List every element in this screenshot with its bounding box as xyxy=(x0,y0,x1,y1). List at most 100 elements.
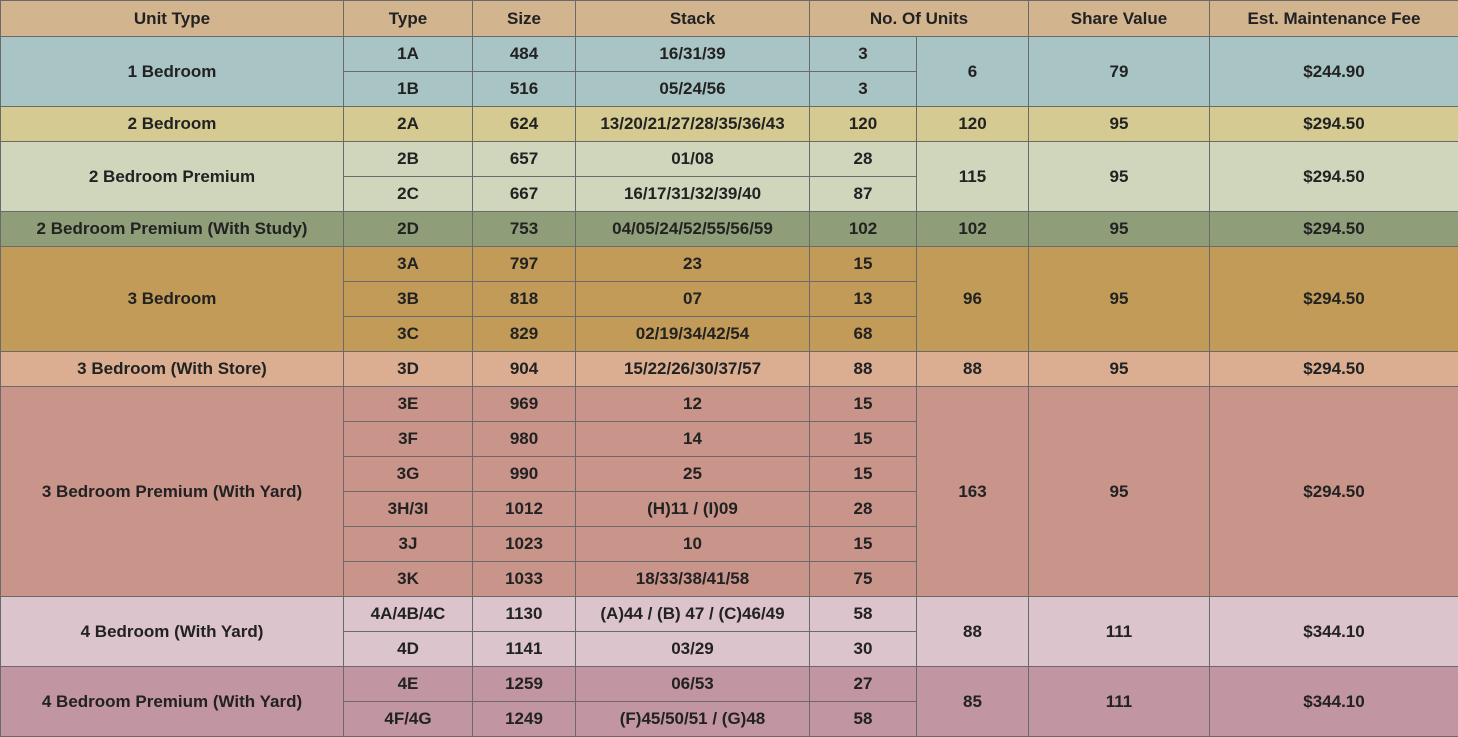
header-cell: Stack xyxy=(575,0,810,37)
stack-cell: (H)11 / (I)09 xyxy=(575,491,810,527)
size-cell: 624 xyxy=(472,106,576,142)
header-cell: Type xyxy=(343,0,473,37)
type-cell: 4D xyxy=(343,631,473,667)
total-units-cell: 115 xyxy=(916,141,1029,212)
stack-cell: 14 xyxy=(575,421,810,457)
fee-cell: $294.50 xyxy=(1209,386,1458,597)
type-cell: 4E xyxy=(343,666,473,702)
units-cell: 58 xyxy=(809,596,917,632)
stack-cell: 16/17/31/32/39/40 xyxy=(575,176,810,212)
size-cell: 1249 xyxy=(472,701,576,737)
share-value-cell: 95 xyxy=(1028,246,1210,352)
header-cell: Size xyxy=(472,0,576,37)
size-cell: 1259 xyxy=(472,666,576,702)
stack-cell: 23 xyxy=(575,246,810,282)
size-cell: 969 xyxy=(472,386,576,422)
unit-type-cell: 2 Bedroom Premium (With Study) xyxy=(0,211,344,247)
units-cell: 68 xyxy=(809,316,917,352)
size-cell: 797 xyxy=(472,246,576,282)
stack-cell: 04/05/24/52/55/56/59 xyxy=(575,211,810,247)
fee-cell: $244.90 xyxy=(1209,36,1458,107)
fee-cell: $344.10 xyxy=(1209,596,1458,667)
units-cell: 58 xyxy=(809,701,917,737)
table-row: 2 Bedroom 2A 624 13/20/21/27/28/35/36/43 120… xyxy=(0,106,1458,142)
stack-cell: 02/19/34/42/54 xyxy=(575,316,810,352)
unit-type-cell: 2 Bedroom xyxy=(0,106,344,142)
type-cell: 3F xyxy=(343,421,473,457)
units-cell: 28 xyxy=(809,491,917,527)
size-cell: 1130 xyxy=(472,596,576,632)
stack-cell: 10 xyxy=(575,526,810,562)
type-cell: 4F/4G xyxy=(343,701,473,737)
table-row: 2 Bedroom Premium (With Study) 2D 753 04/05… xyxy=(0,211,1458,247)
table-row: 4 Bedroom (With Yard) 4A/4B/4C 1130 (A)44 /… xyxy=(0,596,1458,667)
share-value-cell: 111 xyxy=(1028,666,1210,737)
type-cell: 3J xyxy=(343,526,473,562)
table-row: 3 Bedroom Premium (With Yard) 3E 969 12 15 16… xyxy=(0,386,1458,597)
total-units-cell: 120 xyxy=(916,106,1029,142)
total-units-cell: 102 xyxy=(916,211,1029,247)
stack-cell: (A)44 / (B) 47 / (C)46/49 xyxy=(575,596,810,632)
type-cell: 4A/4B/4C xyxy=(343,596,473,632)
type-cell: 2C xyxy=(343,176,473,212)
type-cell: 3C xyxy=(343,316,473,352)
total-units-cell: 96 xyxy=(916,246,1029,352)
type-cell: 3E xyxy=(343,386,473,422)
table-row: 1 Bedroom 1A 484 16/31/39 3 6 79 $244.90 xyxy=(0,36,1458,107)
share-value-cell: 95 xyxy=(1028,351,1210,387)
size-cell: 829 xyxy=(472,316,576,352)
stack-cell: 05/24/56 xyxy=(575,71,810,107)
table-row: 2 Bedroom Premium 2B 657 01/08 28 115 95 $294.5… xyxy=(0,141,1458,212)
size-cell: 1023 xyxy=(472,526,576,562)
unit-type-cell: 1 Bedroom xyxy=(0,36,344,107)
size-cell: 980 xyxy=(472,421,576,457)
stack-cell: 25 xyxy=(575,456,810,492)
header-cell: No. Of Units xyxy=(809,0,1029,37)
unit-type-cell: 3 Bedroom xyxy=(0,246,344,352)
share-value-cell: 95 xyxy=(1028,141,1210,212)
fee-cell: $294.50 xyxy=(1209,246,1458,352)
table-row: 3 Bedroom 3A 797 23 15 96 95 $294.50 xyxy=(0,246,1458,352)
units-cell: 13 xyxy=(809,281,917,317)
type-cell: 1A xyxy=(343,36,473,72)
units-cell: 3 xyxy=(809,36,917,72)
units-cell: 15 xyxy=(809,386,917,422)
units-cell: 87 xyxy=(809,176,917,212)
unit-type-cell: 3 Bedroom Premium (With Yard) xyxy=(0,386,344,597)
size-cell: 1033 xyxy=(472,561,576,597)
units-cell: 75 xyxy=(809,561,917,597)
type-cell: 3A xyxy=(343,246,473,282)
type-cell: 3H/3I xyxy=(343,491,473,527)
units-cell: 120 xyxy=(809,106,917,142)
type-cell: 2A xyxy=(343,106,473,142)
units-cell: 28 xyxy=(809,141,917,177)
size-cell: 1012 xyxy=(472,491,576,527)
total-units-cell: 6 xyxy=(916,36,1029,107)
stack-cell: 07 xyxy=(575,281,810,317)
size-cell: 818 xyxy=(472,281,576,317)
units-cell: 88 xyxy=(809,351,917,387)
size-cell: 753 xyxy=(472,211,576,247)
type-cell: 1B xyxy=(343,71,473,107)
stack-cell: 18/33/38/41/58 xyxy=(575,561,810,597)
size-cell: 667 xyxy=(472,176,576,212)
type-cell: 3B xyxy=(343,281,473,317)
total-units-cell: 163 xyxy=(916,386,1029,597)
header-cell: Share Value xyxy=(1028,0,1210,37)
type-cell: 2B xyxy=(343,141,473,177)
unit-type-cell: 4 Bedroom (With Yard) xyxy=(0,596,344,667)
stack-cell: 13/20/21/27/28/35/36/43 xyxy=(575,106,810,142)
table-body: 1 Bedroom 1A 484 16/31/39 3 6 79 $244.90 1B 516 05… xyxy=(0,36,1458,737)
share-value-cell: 79 xyxy=(1028,36,1210,107)
size-cell: 657 xyxy=(472,141,576,177)
units-cell: 30 xyxy=(809,631,917,667)
table-row: 4 Bedroom Premium (With Yard) 4E 1259 06/53… xyxy=(0,666,1458,737)
stack-cell: 03/29 xyxy=(575,631,810,667)
share-value-cell: 95 xyxy=(1028,386,1210,597)
stack-cell: 15/22/26/30/37/57 xyxy=(575,351,810,387)
units-cell: 102 xyxy=(809,211,917,247)
units-cell: 15 xyxy=(809,246,917,282)
header-row: Unit Type Type Size Stack No. Of Units Share … xyxy=(0,0,1458,37)
header-cell: Est. Maintenance Fee xyxy=(1209,0,1458,37)
